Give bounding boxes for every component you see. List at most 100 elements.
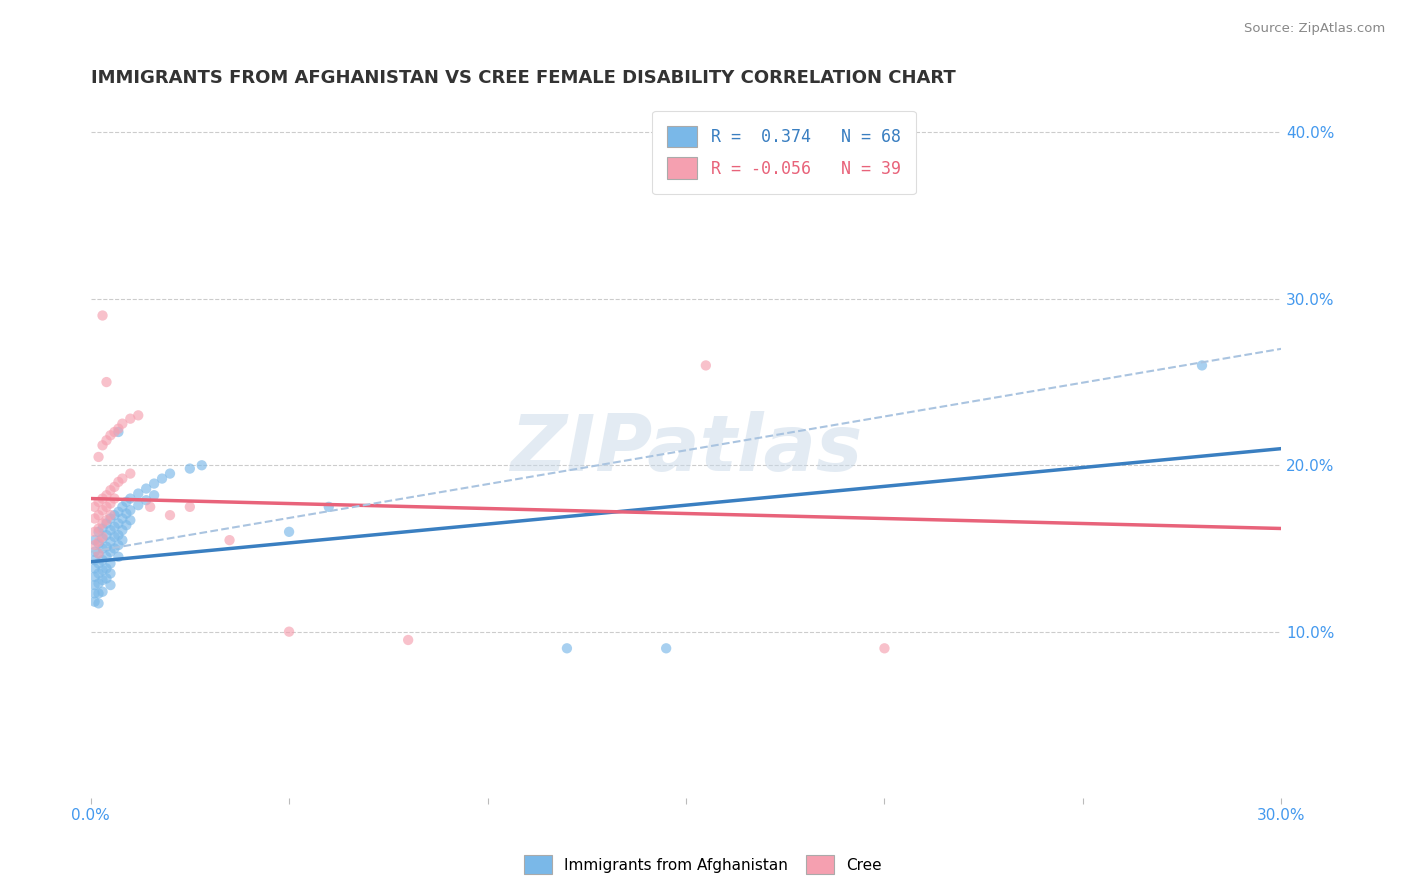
Point <box>87 546 110 560</box>
Point <box>100 557 122 571</box>
Point <box>91 530 114 544</box>
Text: Source: ZipAtlas.com: Source: ZipAtlas.com <box>1244 22 1385 36</box>
Point <box>100 523 122 537</box>
Point <box>91 553 114 567</box>
Point <box>318 500 340 514</box>
Point <box>83 545 105 559</box>
Point <box>91 309 114 323</box>
Point <box>107 538 129 552</box>
Point <box>83 538 105 552</box>
Point <box>87 534 110 549</box>
Point <box>139 500 162 514</box>
Point <box>150 472 173 486</box>
Point <box>159 467 181 481</box>
Point <box>103 541 125 556</box>
Point <box>100 483 122 498</box>
Point <box>120 513 142 527</box>
Point <box>91 503 114 517</box>
Point <box>96 528 118 542</box>
Point <box>278 524 301 539</box>
Point <box>103 508 125 523</box>
Point <box>100 497 122 511</box>
Point <box>143 488 166 502</box>
Point <box>111 417 134 431</box>
Point <box>111 511 134 525</box>
Point <box>96 549 118 564</box>
Point <box>115 507 138 521</box>
Point <box>103 480 125 494</box>
Point <box>120 411 142 425</box>
Point <box>655 641 678 656</box>
Point <box>278 624 301 639</box>
Point <box>91 516 114 531</box>
Point <box>107 549 129 564</box>
Point <box>218 533 240 548</box>
Point <box>91 563 114 577</box>
Point <box>87 596 110 610</box>
Point <box>103 520 125 534</box>
Point <box>107 505 129 519</box>
Point <box>87 508 110 523</box>
Point <box>96 375 118 389</box>
Point <box>135 482 157 496</box>
Point <box>115 518 138 533</box>
Text: ZIPatlas: ZIPatlas <box>510 410 862 487</box>
Point <box>159 508 181 523</box>
Point <box>100 511 122 525</box>
Point <box>83 570 105 584</box>
Point <box>83 533 105 548</box>
Point <box>107 422 129 436</box>
Point <box>96 540 118 554</box>
Point <box>96 500 118 514</box>
Point <box>91 438 114 452</box>
Point <box>127 409 149 423</box>
Point <box>1191 359 1213 373</box>
Point <box>87 536 110 550</box>
Point <box>695 359 717 373</box>
Point <box>107 516 129 531</box>
Point <box>83 553 105 567</box>
Point <box>107 528 129 542</box>
Point <box>111 533 134 548</box>
Point <box>100 566 122 581</box>
Point <box>111 523 134 537</box>
Point <box>111 500 134 514</box>
Point <box>115 495 138 509</box>
Point <box>87 557 110 571</box>
Point <box>135 493 157 508</box>
Legend: Immigrants from Afghanistan, Cree: Immigrants from Afghanistan, Cree <box>519 849 887 880</box>
Point <box>103 491 125 506</box>
Point <box>87 521 110 535</box>
Point <box>120 467 142 481</box>
Point <box>83 500 105 514</box>
Point <box>396 632 419 647</box>
Point <box>100 428 122 442</box>
Point <box>87 566 110 581</box>
Point <box>91 541 114 556</box>
Point <box>103 425 125 439</box>
Point <box>143 476 166 491</box>
Text: IMMIGRANTS FROM AFGHANISTAN VS CREE FEMALE DISABILITY CORRELATION CHART: IMMIGRANTS FROM AFGHANISTAN VS CREE FEMA… <box>90 69 955 87</box>
Point <box>127 498 149 512</box>
Point <box>179 500 201 514</box>
Point <box>91 521 114 535</box>
Point <box>83 595 105 609</box>
Point <box>87 546 110 560</box>
Point <box>96 516 118 531</box>
Point <box>87 450 110 464</box>
Point <box>87 524 110 539</box>
Point <box>100 534 122 549</box>
Point <box>91 584 114 599</box>
Point <box>96 488 118 502</box>
Point <box>190 458 212 473</box>
Point <box>96 571 118 585</box>
Point <box>87 586 110 600</box>
Legend: R =  0.374   N = 68, R = -0.056   N = 39: R = 0.374 N = 68, R = -0.056 N = 39 <box>652 111 915 194</box>
Point <box>87 576 110 591</box>
Point <box>100 578 122 592</box>
Point <box>120 503 142 517</box>
Point <box>120 491 142 506</box>
Point <box>91 491 114 506</box>
Point <box>127 486 149 500</box>
Point <box>83 524 105 539</box>
